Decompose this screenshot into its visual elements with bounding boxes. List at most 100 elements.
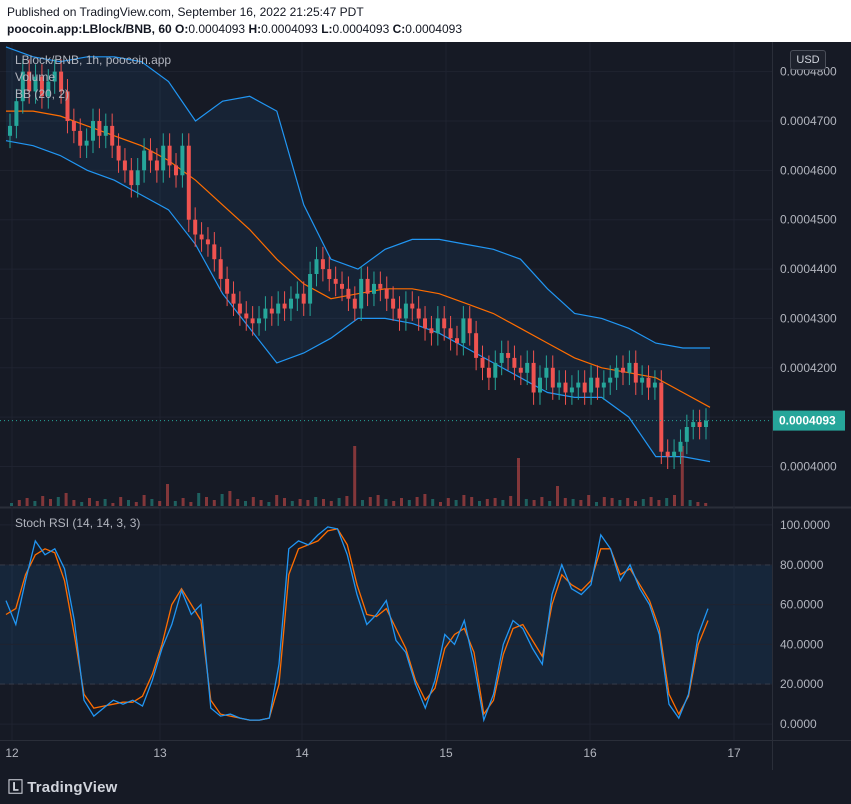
- candle-body: [97, 121, 102, 136]
- volume-bar: [540, 497, 544, 506]
- stoch-tick-label: 60.0000: [780, 598, 824, 612]
- stoch-k-line: [5, 526, 709, 723]
- volume-bar: [587, 495, 591, 506]
- volume-bar: [649, 497, 653, 506]
- bb-basis-line: [6, 110, 711, 408]
- legend-main[interactable]: LBlock/BNB, 1h, poocoin.app: [15, 53, 172, 67]
- volume-bar: [134, 502, 138, 506]
- candle-body: [525, 362, 530, 373]
- open-label: O:: [175, 22, 189, 36]
- volume-bar: [267, 502, 271, 506]
- candle-body: [78, 130, 83, 146]
- volume-bar: [446, 498, 450, 506]
- chart-canvas[interactable]: 1213141516170.00040000.00041000.00042000…: [0, 42, 851, 770]
- candle-body: [154, 160, 159, 171]
- symbol-label: poocoin.app:LBlock/BNB, 60: [7, 22, 172, 36]
- candle-body: [691, 422, 696, 427]
- candle-body: [39, 76, 44, 97]
- candle-body: [646, 377, 651, 388]
- candle-body: [301, 293, 306, 304]
- candle-body: [627, 362, 632, 373]
- candle-body: [193, 219, 198, 235]
- candle-body: [569, 387, 574, 393]
- stoch-band-fill: [0, 564, 772, 685]
- volume-bar: [641, 499, 645, 506]
- candle-body: [110, 125, 115, 146]
- candle-body: [282, 303, 287, 309]
- time-tick-label: 12: [5, 746, 19, 760]
- volume-bar: [462, 495, 466, 506]
- candle-body: [697, 422, 702, 427]
- candle-body: [652, 382, 657, 388]
- candle-body: [8, 125, 12, 136]
- volume-bar: [563, 498, 567, 506]
- candle-body: [397, 308, 402, 319]
- price-tick-label: 0.0004700: [780, 114, 837, 128]
- volume-bar: [275, 495, 279, 506]
- candle-body: [148, 150, 153, 161]
- volume-bar: [329, 501, 333, 506]
- candle-body: [474, 333, 479, 358]
- volume-bar: [189, 502, 193, 506]
- candle-body: [576, 382, 581, 388]
- candle-body: [423, 318, 427, 329]
- candle-body: [174, 165, 178, 176]
- candle-body: [372, 283, 376, 294]
- high-label: H:: [248, 22, 262, 36]
- volume-bar: [610, 498, 614, 506]
- volume-bar: [524, 499, 528, 506]
- candle-body: [403, 303, 408, 319]
- stoch-tick-label: 20.0000: [780, 677, 824, 691]
- candle-body: [33, 76, 38, 92]
- candle-body: [582, 382, 587, 393]
- volume-bar: [173, 501, 177, 506]
- volume-bar: [103, 499, 107, 506]
- legend-bb[interactable]: BB (20, 2): [15, 87, 70, 101]
- candle-body: [531, 362, 536, 393]
- candle-body: [589, 377, 594, 393]
- volume-bar: [501, 500, 505, 506]
- low-label: L:: [321, 22, 333, 36]
- candle-body: [276, 303, 281, 314]
- volume-bar: [283, 498, 286, 506]
- candle-body: [659, 382, 664, 452]
- volume-bar: [345, 496, 349, 506]
- legend-volume[interactable]: Volume: [15, 70, 56, 84]
- stoch-d-line: [5, 528, 709, 721]
- candle-body: [665, 451, 670, 457]
- time-tick-label: 16: [583, 746, 597, 760]
- candle-body: [346, 288, 351, 299]
- candle-body: [289, 298, 293, 309]
- candle-body: [378, 283, 383, 289]
- candle-body: [314, 259, 319, 274]
- volume-bar: [72, 500, 76, 506]
- tradingview-logo[interactable]: 🄻 TradingView: [8, 776, 117, 797]
- volume-bar: [470, 497, 474, 506]
- published-info: Published on TradingView.com, September …: [7, 5, 364, 19]
- close-value: 0.0004093: [405, 22, 463, 36]
- candle-body: [116, 145, 121, 161]
- candle-body: [486, 367, 491, 378]
- candle-body: [506, 353, 511, 358]
- volume-bar: [439, 502, 442, 506]
- candle-body: [218, 259, 223, 279]
- volume-bar: [322, 499, 325, 506]
- currency-button[interactable]: USD: [790, 50, 826, 70]
- volume-bar: [517, 458, 520, 506]
- candle-body: [544, 367, 549, 378]
- volume-bar: [298, 499, 302, 506]
- price-tick-label: 0.0004400: [780, 262, 837, 276]
- volume-bar: [626, 498, 630, 506]
- candle-body: [640, 377, 645, 383]
- price-tick-label: 0.0004600: [780, 163, 837, 177]
- volume-bar: [478, 501, 481, 506]
- candle-body: [608, 377, 613, 383]
- candle-body: [91, 121, 95, 141]
- stoch-tick-label: 40.0000: [780, 637, 824, 651]
- price-tick-label: 0.0004000: [780, 460, 837, 474]
- volume-bar: [696, 502, 700, 506]
- legend-stoch[interactable]: Stoch RSI (14, 14, 3, 3): [15, 516, 141, 530]
- stoch-tick-label: 80.0000: [780, 558, 824, 572]
- price-tick-label: 0.0004500: [780, 213, 837, 227]
- candle-body: [59, 71, 64, 92]
